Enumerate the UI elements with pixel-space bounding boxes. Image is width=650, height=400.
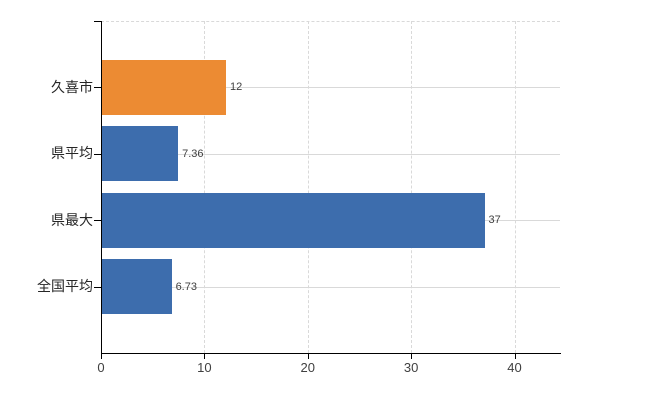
x-gridline: [514, 21, 516, 353]
y-gridline: [101, 286, 560, 288]
x-axis-tick: [411, 353, 413, 359]
category-label: 県最大: [51, 211, 93, 228]
x-tick-label: 30: [403, 360, 419, 375]
y-gridline: [101, 153, 560, 155]
y-gridline: [101, 87, 560, 89]
x-tick-label: 10: [197, 360, 212, 375]
y-axis-tick: [94, 220, 101, 222]
bar: [102, 192, 485, 248]
bar-value-label: 37: [488, 214, 501, 227]
y-axis-tick: [94, 286, 101, 288]
bar: [102, 259, 172, 315]
bar-value-label: 6.73: [175, 280, 197, 293]
y-axis-end-tick: [94, 21, 101, 22]
x-tick-label: 0: [97, 360, 105, 375]
category-label: 県平均: [51, 145, 93, 162]
x-gridline: [204, 21, 206, 353]
x-tick-label: 40: [507, 360, 522, 375]
x-axis-tick: [307, 353, 309, 359]
y-axis-tick: [94, 87, 101, 89]
category-label: 全国平均: [37, 278, 93, 295]
bar: [102, 59, 227, 115]
bar-value-label: 12: [230, 81, 243, 94]
bar: [102, 126, 179, 182]
x-axis: [101, 353, 561, 354]
plot-top-border: [101, 21, 560, 22]
x-gridline: [411, 21, 413, 353]
x-tick-label: 20: [300, 360, 315, 375]
x-axis-tick: [204, 353, 206, 359]
bar-value-label: 7.36: [182, 147, 204, 160]
x-axis-tick: [101, 353, 102, 359]
x-gridline: [307, 21, 309, 353]
y-axis-tick: [94, 153, 101, 155]
y-axis: [101, 21, 102, 353]
category-label: 久喜市: [51, 78, 93, 95]
x-axis-tick: [514, 353, 516, 359]
